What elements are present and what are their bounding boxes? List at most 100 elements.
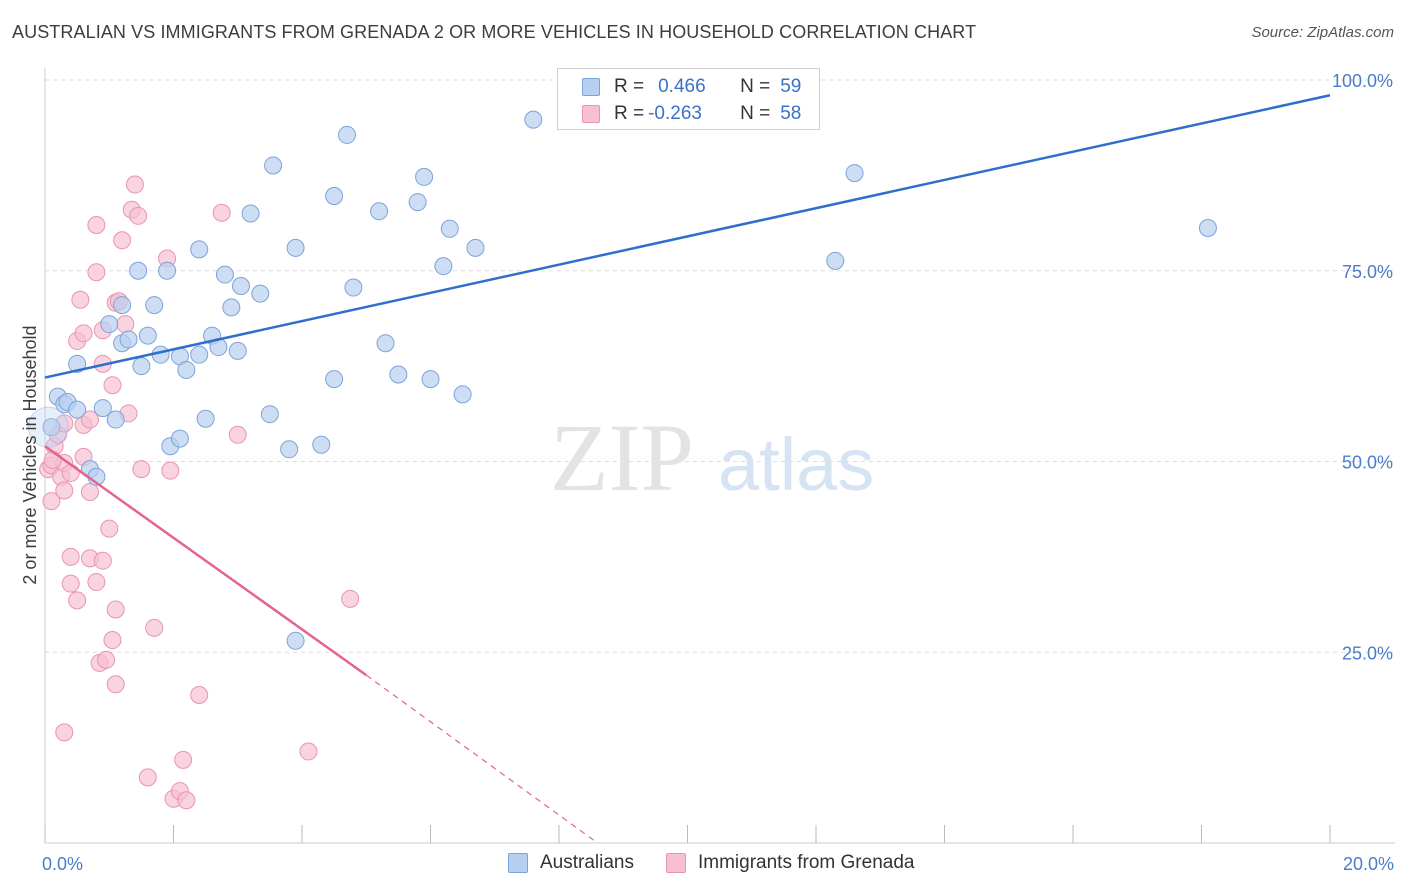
australian-point [138,326,157,345]
x-tick-label-min: 0.0% [42,854,83,874]
grenada-point [55,481,74,500]
legend-n-value: 58 [780,103,802,124]
australian-point [93,399,112,418]
australian-point [177,360,196,379]
grenada-point [87,573,106,592]
grenada-point [177,791,196,810]
chart-source: Source: ZipAtlas.com [1251,24,1394,41]
y-axis-label: 2 or more Vehicles in Household [20,325,40,584]
australian-point [251,284,270,303]
grenada-point [97,650,116,669]
legend-row-australians: R = 0.466 N = 59 [582,74,801,100]
grenada-point [80,483,99,502]
australian-point [241,204,260,223]
australian-point [312,435,331,454]
grenada-point [80,410,99,429]
australian-point [158,261,177,280]
stats-legend: R = 0.466 N = 59 R = -0.263 N = 58 [557,68,820,130]
australian-point [264,156,283,175]
grenada-point [228,425,247,444]
y-tick-label: 50.0% [1342,453,1393,473]
grenada-point [132,460,151,479]
legend-label-australians: Australians [540,852,634,873]
grenada-point [43,450,62,469]
legend-r-value: -0.263 [648,103,702,124]
legend-r-label: R = [614,76,645,97]
grenada-point [103,631,122,650]
grenada-point [61,574,80,593]
legend-n-value: 59 [780,76,802,97]
australian-point [231,277,250,296]
grenada-point [55,723,74,742]
australian-point [106,410,125,429]
grenada-point [145,618,164,637]
grid-layer [45,79,1395,653]
grenada-point [61,547,80,566]
australian-point [42,418,61,437]
legend-r-value: 0.466 [658,76,706,97]
australian-points [27,110,1217,650]
australian-point [1198,219,1217,238]
grenada-point [161,461,180,480]
australian-point [113,296,132,315]
grenada-point [174,750,193,769]
grenada-point [87,215,106,234]
y-tick-label: 25.0% [1342,643,1393,663]
axis-layer [44,68,1395,844]
australian-point [376,334,395,353]
legend-swatch-australians [508,853,528,873]
grenada-point [190,685,209,704]
australian-point [434,257,453,276]
australian-point [389,365,408,384]
legend-row-grenada: R = -0.263 N = 58 [582,101,801,127]
trend-lines [44,94,1331,844]
grenada-point [116,315,135,334]
grenada-point [138,768,157,787]
series-legend: Australians Immigrants from Grenada [508,852,946,874]
australian-point [222,298,241,317]
australian-point [466,238,485,257]
grenada-point [125,175,144,194]
grenada-point [106,600,125,619]
australian-point [370,202,389,221]
grenada-point [87,263,106,282]
grenada-point [42,492,61,511]
australian-point [215,265,234,284]
australian-point [190,345,209,364]
grenada-trend-line [44,445,367,677]
chart-title: AUSTRALIAN VS IMMIGRANTS FROM GRENADA 2 … [12,22,977,42]
australian-point [260,405,279,424]
australian-point [100,315,119,334]
australian-point [196,409,215,428]
legend-item-australians[interactable]: Australians [508,852,634,874]
australian-point [421,370,440,389]
australian-point [286,238,305,257]
legend-n-label: N = [740,103,771,124]
grenada-point [100,519,119,538]
australian-point [228,341,247,360]
watermark: ZIP atlas [550,404,874,511]
tick-labels: 25.0% 50.0% 75.0% 100.0% 0.0% 20.0% [42,71,1394,874]
legend-item-grenada[interactable]: Immigrants from Grenada [666,852,914,874]
legend-label-grenada: Immigrants from Grenada [698,852,915,873]
grenada-point [68,591,87,610]
grenada-trend-extension [365,674,598,844]
grenada-point [299,742,318,761]
australian-point [408,193,427,212]
australian-point [280,440,299,459]
grenada-point [74,324,93,343]
x-tick-label-max: 20.0% [1343,854,1394,874]
grenada-point [61,463,80,482]
grenada-point [129,206,148,225]
australian-point [337,125,356,144]
australian-point [68,400,87,419]
grenada-point [103,376,122,395]
australian-point [325,186,344,205]
australian-point [119,330,138,349]
watermark-atlas: atlas [718,423,874,506]
australian-point [344,278,363,297]
grenada-point [106,675,125,694]
australian-point [845,164,864,183]
watermark-zip: ZIP [550,404,694,511]
